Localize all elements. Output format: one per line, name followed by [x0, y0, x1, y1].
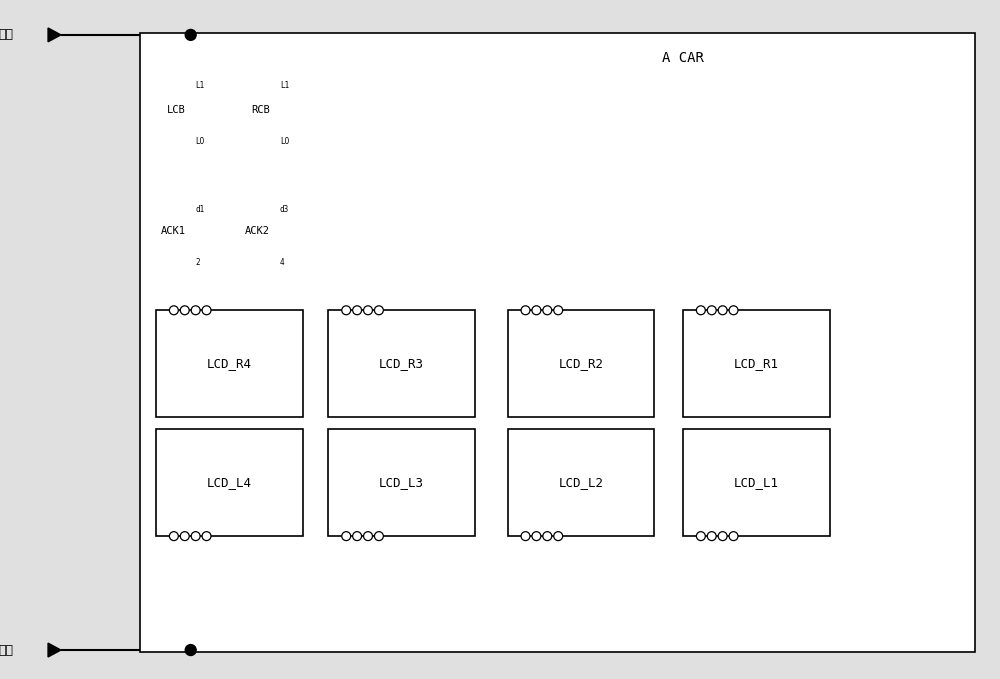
Text: LCD_L1: LCD_L1: [734, 476, 779, 489]
Circle shape: [191, 306, 200, 315]
Text: ACK2: ACK2: [245, 226, 270, 236]
Circle shape: [374, 532, 383, 540]
Text: 接地: 接地: [0, 644, 13, 657]
Polygon shape: [48, 643, 61, 657]
Text: RCB: RCB: [251, 105, 270, 115]
Text: LCD_L4: LCD_L4: [207, 476, 252, 489]
Circle shape: [718, 532, 727, 540]
Circle shape: [342, 306, 351, 315]
Bar: [508, 310, 654, 418]
Circle shape: [521, 306, 530, 315]
Circle shape: [543, 532, 552, 540]
Circle shape: [696, 306, 705, 315]
Text: d1: d1: [196, 205, 205, 214]
Text: LCD_L2: LCD_L2: [558, 476, 603, 489]
Circle shape: [532, 532, 541, 540]
Circle shape: [374, 306, 383, 315]
Circle shape: [707, 532, 716, 540]
Text: A CAR: A CAR: [662, 51, 704, 65]
Text: LCD_R3: LCD_R3: [379, 357, 424, 370]
Text: 2: 2: [196, 258, 200, 267]
Text: d3: d3: [280, 205, 289, 214]
Circle shape: [364, 306, 372, 315]
Text: ACK1: ACK1: [161, 226, 186, 236]
Circle shape: [191, 532, 200, 540]
Circle shape: [180, 532, 189, 540]
Circle shape: [202, 306, 211, 315]
Bar: [683, 429, 830, 536]
Text: LO: LO: [196, 137, 205, 146]
Circle shape: [169, 532, 178, 540]
Circle shape: [729, 306, 738, 315]
Text: L1: L1: [196, 81, 205, 90]
Circle shape: [202, 532, 211, 540]
Polygon shape: [48, 28, 61, 42]
Circle shape: [353, 306, 362, 315]
Text: LCD_R2: LCD_R2: [558, 357, 603, 370]
Circle shape: [554, 532, 563, 540]
Text: 4: 4: [280, 258, 284, 267]
Text: LO: LO: [280, 137, 289, 146]
Bar: [328, 310, 475, 418]
Bar: [156, 310, 303, 418]
Circle shape: [180, 306, 189, 315]
Bar: [508, 429, 654, 536]
Text: LCD_R4: LCD_R4: [207, 357, 252, 370]
Circle shape: [169, 306, 178, 315]
Circle shape: [729, 532, 738, 540]
Text: LCB: LCB: [167, 105, 186, 115]
Bar: [683, 310, 830, 418]
Bar: [156, 429, 303, 536]
Circle shape: [521, 532, 530, 540]
Circle shape: [185, 29, 196, 40]
Text: LCD_R1: LCD_R1: [734, 357, 779, 370]
Text: 供电: 供电: [0, 29, 13, 41]
Text: LCD_L3: LCD_L3: [379, 476, 424, 489]
Circle shape: [185, 644, 196, 655]
Circle shape: [696, 532, 705, 540]
Circle shape: [554, 306, 563, 315]
Bar: [328, 429, 475, 536]
Circle shape: [707, 306, 716, 315]
Circle shape: [364, 532, 372, 540]
Circle shape: [353, 532, 362, 540]
Circle shape: [342, 532, 351, 540]
Bar: [140, 33, 975, 652]
Circle shape: [543, 306, 552, 315]
Circle shape: [718, 306, 727, 315]
Circle shape: [532, 306, 541, 315]
Text: L1: L1: [280, 81, 289, 90]
